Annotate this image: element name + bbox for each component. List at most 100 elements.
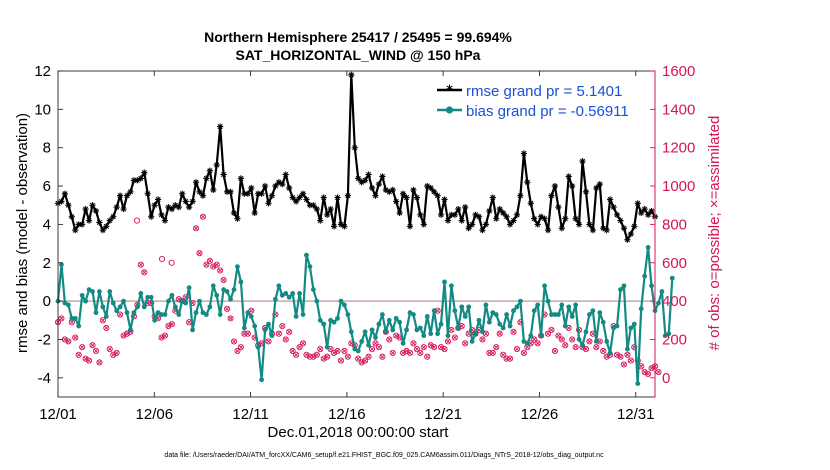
- rmse-point: [72, 227, 79, 234]
- obs-assimilated-point: [341, 347, 348, 355]
- bias-point: [500, 325, 506, 331]
- obs-marker-circle: [362, 357, 369, 364]
- bias-point: [238, 279, 244, 285]
- rmse-point: [317, 217, 324, 224]
- bias-point: [445, 333, 451, 339]
- obs-marker-circle: [203, 261, 210, 268]
- plot-area: [58, 71, 655, 397]
- obs-marker-cross: [197, 250, 202, 256]
- obs-marker-circle: [424, 353, 431, 360]
- bias-point: [297, 291, 302, 296]
- rmse-marker-stroke: [114, 204, 120, 210]
- bias-point: [235, 264, 240, 269]
- obs-marker-cross: [497, 331, 503, 337]
- obs-marker-cross: [59, 316, 64, 321]
- obs-marker-circle: [320, 355, 327, 362]
- bias-point: [217, 312, 223, 317]
- rmse-point: [189, 198, 196, 205]
- rmse-point: [524, 179, 531, 186]
- y-right-tick-label: 400: [662, 293, 687, 310]
- bias-point: [214, 292, 220, 298]
- x-tick-label: 12/31: [617, 406, 655, 423]
- obs-assimilated-point: [192, 225, 200, 232]
- bias-point: [514, 304, 520, 310]
- obs-marker-cross: [545, 331, 551, 337]
- bias-point: [266, 321, 271, 327]
- rmse-marker-stroke: [431, 189, 437, 195]
- bias-point: [169, 292, 175, 298]
- rmse-marker-stroke: [186, 204, 192, 210]
- rmse-point: [234, 215, 241, 222]
- bias-point: [597, 310, 603, 316]
- obs-marker-circle: [241, 330, 248, 337]
- rmse-point: [310, 202, 317, 209]
- obs-marker-cross: [476, 327, 482, 333]
- rmse-point: [151, 202, 158, 209]
- bias-point: [431, 308, 437, 314]
- rmse-marker-stroke: [435, 193, 441, 199]
- obs-marker-cross: [193, 225, 199, 231]
- rmse-point: [327, 205, 334, 213]
- x-tick-label: 12/01: [39, 406, 77, 423]
- obs-marker-circle: [296, 344, 303, 351]
- rmse-marker-stroke: [279, 181, 285, 187]
- bias-point: [376, 321, 382, 327]
- rmse-marker-stroke: [265, 200, 272, 206]
- bias-point: [65, 302, 71, 308]
- obs-assimilated-point: [441, 346, 448, 353]
- bias-point: [642, 273, 648, 279]
- obs-marker-cross: [83, 356, 88, 361]
- rmse-point: [261, 182, 269, 190]
- bias-point: [566, 304, 572, 310]
- obs-marker-circle: [586, 338, 593, 345]
- obs-marker-circle: [303, 351, 310, 358]
- bias-point: [304, 252, 309, 258]
- bias-point: [283, 291, 289, 296]
- bias-point: [124, 310, 130, 316]
- bias-point: [535, 302, 541, 308]
- obs-marker-cross: [442, 346, 447, 352]
- rmse-marker-stroke: [176, 204, 182, 210]
- rmse-point: [127, 188, 134, 195]
- rmse-marker-stroke: [290, 195, 296, 201]
- rmse-marker-stroke: [521, 150, 527, 157]
- obs-marker-circle: [400, 349, 407, 356]
- bias-point: [97, 289, 102, 294]
- obs-assimilated-point: [161, 332, 169, 339]
- obs-marker-cross: [366, 354, 371, 360]
- obs-assimilated-point: [386, 336, 393, 343]
- rmse-marker-stroke: [314, 206, 320, 212]
- bias-point: [435, 331, 440, 337]
- rmse-point: [137, 175, 144, 182]
- bias-point: [338, 298, 344, 304]
- obs-assimilated-point: [593, 344, 600, 351]
- rmse-marker-stroke: [369, 185, 375, 191]
- obs-marker-circle: [627, 357, 634, 364]
- obs-marker-circle: [393, 332, 400, 339]
- obs-assimilated-point: [586, 338, 593, 345]
- rmse-point: [82, 205, 89, 213]
- rmse-marker-stroke: [217, 124, 223, 130]
- bias-point: [141, 304, 147, 310]
- obs-assimilated-point: [645, 370, 652, 378]
- obs-assimilated-point: [496, 330, 503, 337]
- obs-marker-circle: [441, 346, 448, 353]
- obs-marker-cross: [86, 358, 92, 363]
- bias-point: [359, 338, 365, 344]
- bias-point: [483, 302, 489, 308]
- rmse-marker-stroke: [490, 195, 496, 201]
- bias-point: [335, 315, 340, 321]
- bias-point: [307, 264, 313, 269]
- obs-assimilated-point: [389, 349, 396, 356]
- rmse-marker-stroke: [117, 193, 123, 199]
- rmse-point: [99, 227, 106, 234]
- rmse-marker-stroke: [500, 210, 506, 216]
- rmse-marker-stroke: [579, 158, 586, 164]
- obs-assimilated-point: [227, 315, 234, 322]
- obs-marker-circle: [544, 330, 552, 337]
- obs-marker-circle: [379, 353, 386, 360]
- bias-point: [121, 298, 126, 304]
- rmse-marker-stroke: [493, 216, 499, 222]
- bias-point: [469, 338, 475, 344]
- bias-point: [342, 302, 347, 308]
